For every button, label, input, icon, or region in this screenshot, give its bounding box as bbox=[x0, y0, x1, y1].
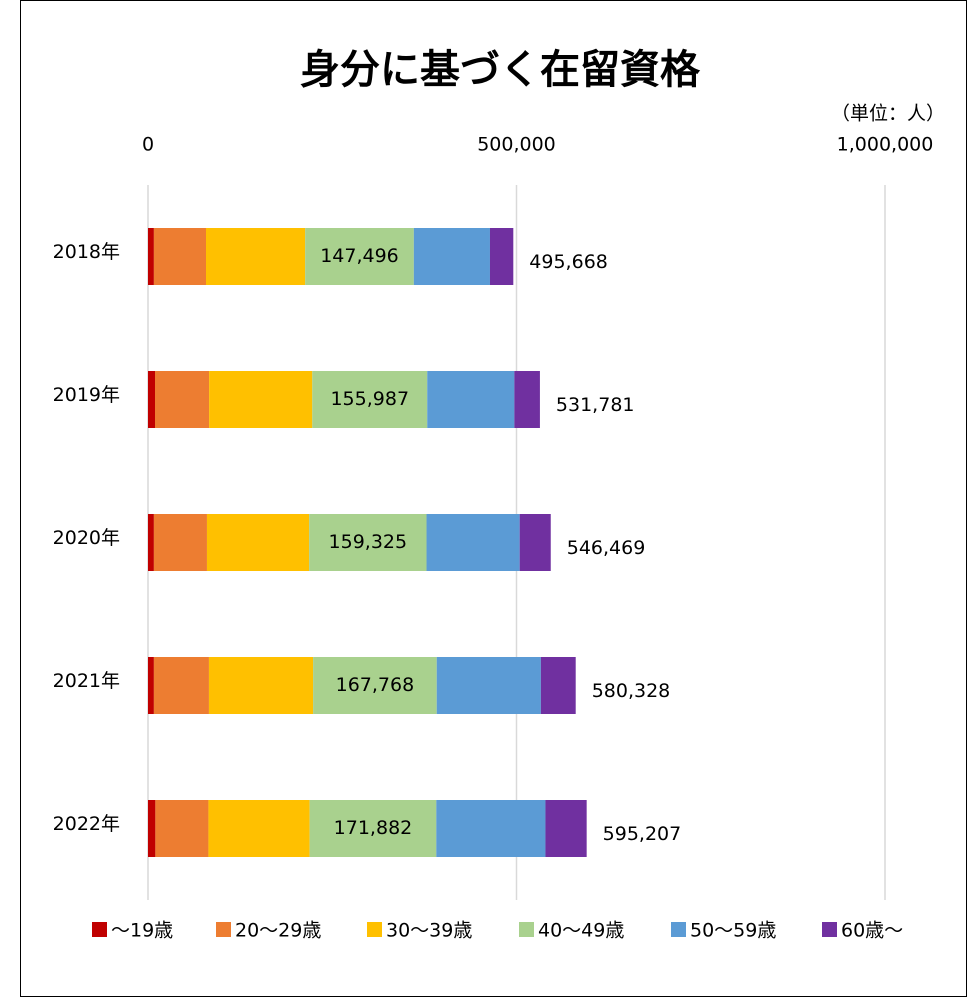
bar-segment bbox=[514, 371, 540, 428]
x-tick-label: 500,000 bbox=[477, 134, 556, 156]
total-label: 546,469 bbox=[567, 537, 646, 559]
bar-segment bbox=[153, 228, 207, 285]
bar-segment bbox=[209, 371, 313, 428]
legend-swatch bbox=[92, 922, 107, 937]
bar-segment bbox=[427, 371, 515, 428]
bar-segment bbox=[426, 514, 520, 571]
data-label: 159,325 bbox=[329, 531, 408, 553]
legend-label: 60歳～ bbox=[841, 920, 903, 942]
total-label: 580,328 bbox=[592, 680, 671, 702]
bar-segment bbox=[155, 371, 210, 428]
bar-segment bbox=[208, 657, 314, 714]
total-label: 595,207 bbox=[603, 823, 682, 845]
y-tick-label: 2019年 bbox=[53, 384, 120, 406]
y-tick-label: 2020年 bbox=[53, 527, 120, 549]
y-tick-label: 2022年 bbox=[53, 813, 120, 835]
total-label: 495,668 bbox=[529, 251, 608, 273]
legend-swatch bbox=[519, 922, 534, 937]
bar-segment bbox=[489, 228, 514, 285]
chart-title: 身分に基づく在留資格 bbox=[300, 47, 701, 93]
legend-swatch bbox=[367, 922, 382, 937]
legend-swatch bbox=[216, 922, 231, 937]
bar-segment bbox=[206, 514, 310, 571]
bar-segment bbox=[148, 514, 154, 571]
bar-segment bbox=[148, 800, 156, 857]
bar-segment bbox=[436, 657, 541, 714]
bar-segment bbox=[312, 371, 428, 428]
y-tick-label: 2021年 bbox=[53, 670, 120, 692]
legend-label: 40～49歳 bbox=[538, 920, 624, 942]
bar-segment bbox=[148, 228, 154, 285]
bar-segment bbox=[540, 657, 576, 714]
x-tick-label: 0 bbox=[142, 134, 154, 156]
legend-label: 50～59歳 bbox=[690, 920, 776, 942]
bar-segment bbox=[206, 228, 306, 285]
x-tick-label: 1,000,000 bbox=[837, 134, 934, 156]
legend-label: ～19歳 bbox=[111, 920, 173, 942]
bar-segment bbox=[309, 800, 437, 857]
data-label: 147,496 bbox=[320, 245, 399, 267]
legend-label: 20～29歳 bbox=[235, 920, 321, 942]
bar-segment bbox=[305, 228, 414, 285]
bar-segment bbox=[436, 800, 546, 857]
data-label: 171,882 bbox=[334, 817, 413, 839]
y-tick-label: 2018年 bbox=[53, 241, 120, 263]
data-label: 167,768 bbox=[336, 674, 415, 696]
bar-segment bbox=[545, 800, 587, 857]
legend-swatch bbox=[822, 922, 837, 937]
bar-segment bbox=[208, 800, 310, 857]
bar-segment bbox=[309, 514, 427, 571]
bar-segment bbox=[148, 657, 154, 714]
bar-segment bbox=[148, 371, 156, 428]
data-label: 155,987 bbox=[330, 388, 409, 410]
bar-segment bbox=[413, 228, 490, 285]
bar-segment bbox=[153, 514, 207, 571]
bar-segment bbox=[155, 800, 209, 857]
legend-swatch bbox=[671, 922, 686, 937]
legend-label: 30～39歳 bbox=[386, 920, 472, 942]
unit-label: （単位：人） bbox=[831, 103, 945, 125]
bar-segment bbox=[313, 657, 437, 714]
bar-segment bbox=[519, 514, 551, 571]
bar-segment bbox=[153, 657, 209, 714]
total-label: 531,781 bbox=[556, 394, 635, 416]
